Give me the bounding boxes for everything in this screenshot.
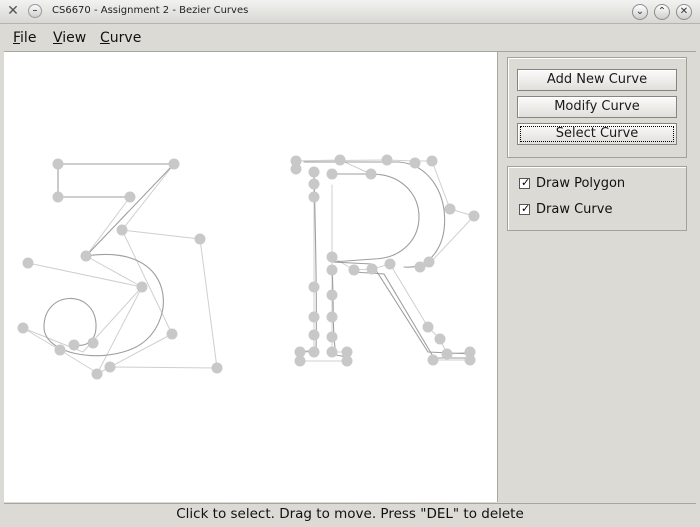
- display-options-group: ✓ Draw Polygon ✓ Draw Curve: [507, 166, 687, 231]
- draw-polygon-checkbox[interactable]: ✓: [519, 176, 531, 189]
- minimize-icon[interactable]: ⌄: [632, 4, 648, 20]
- window-title: CS6670 - Assignment 2 - Bezier Curves: [52, 5, 249, 16]
- title-bar[interactable]: ✕ CS6670 - Assignment 2 - Bezier Curves …: [0, 0, 700, 24]
- menu-bar: File View Curve: [4, 25, 696, 52]
- draw-polygon-label: Draw Polygon: [536, 176, 626, 191]
- x-app-icon[interactable]: ✕: [7, 3, 19, 19]
- bezier-drawing[interactable]: [4, 52, 497, 502]
- control-points[interactable]: [17, 154, 480, 380]
- control-panel: Add New Curve Modify Curve Select Curve …: [497, 52, 696, 502]
- menu-file[interactable]: File: [13, 30, 37, 46]
- status-bar: Click to select. Drag to move. Press "DE…: [4, 503, 696, 525]
- checkmark-icon: ✓: [521, 202, 531, 215]
- drawing-canvas[interactable]: [4, 52, 497, 502]
- menu-curve[interactable]: Curve: [100, 30, 142, 46]
- add-new-curve-button[interactable]: Add New Curve: [517, 69, 677, 91]
- window-menu-icon[interactable]: [28, 4, 42, 18]
- status-text: Click to select. Drag to move. Press "DE…: [176, 506, 524, 522]
- draw-curve-checkbox[interactable]: ✓: [519, 202, 531, 215]
- select-curve-button[interactable]: Select Curve: [517, 123, 677, 145]
- modify-curve-button[interactable]: Modify Curve: [517, 96, 677, 118]
- bezier-curves: [43, 161, 473, 359]
- close-icon[interactable]: ✕: [676, 4, 692, 20]
- checkmark-icon: ✓: [521, 176, 531, 189]
- maximize-icon[interactable]: ⌃: [654, 4, 670, 20]
- menu-view[interactable]: View: [53, 30, 87, 46]
- mode-button-group: Add New Curve Modify Curve Select Curve: [507, 57, 687, 158]
- draw-curve-label: Draw Curve: [536, 202, 613, 217]
